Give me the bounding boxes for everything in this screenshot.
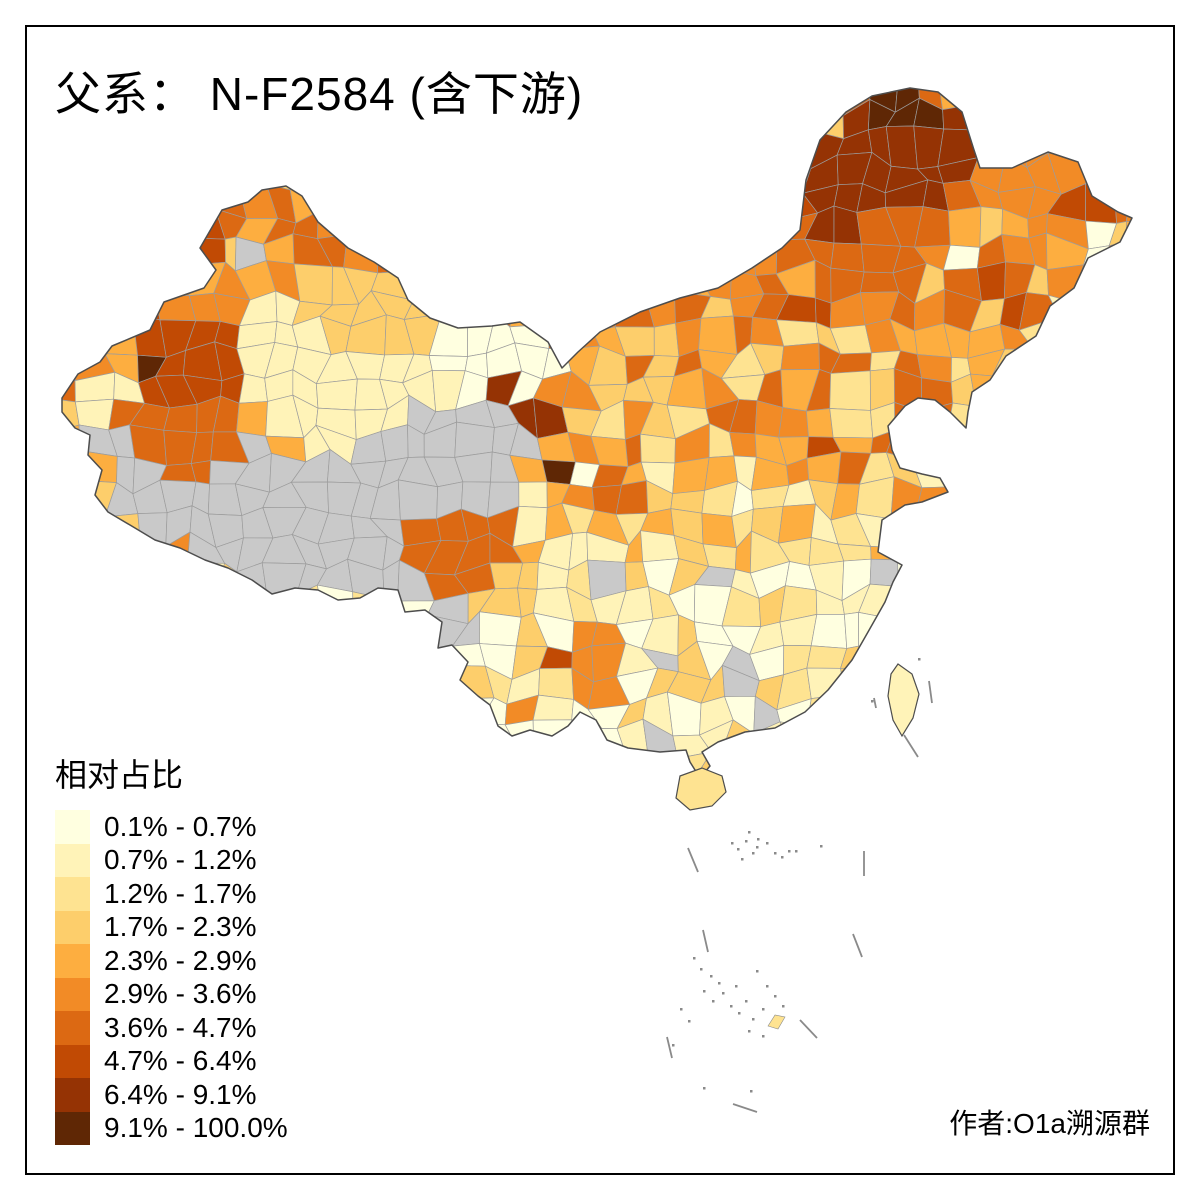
island-speck (782, 1005, 785, 1008)
legend-row: 1.2% - 1.7% (55, 877, 288, 911)
legend-swatch (55, 977, 90, 1011)
island-speck (748, 1030, 751, 1033)
sea-dash-line (873, 697, 877, 709)
china-national-border (61, 87, 1133, 779)
sea-dash-line (799, 1019, 818, 1039)
island-speck (752, 1018, 755, 1021)
island-speck (738, 1012, 741, 1015)
island-speck (737, 848, 740, 851)
legend-swatch (55, 877, 90, 911)
legend-swatch (55, 1011, 90, 1045)
island-speck (757, 838, 760, 841)
island-speck (745, 1000, 748, 1003)
legend-title: 相对占比 (55, 757, 184, 793)
legend-swatch (55, 1078, 90, 1112)
page-title: 父系： N-F2584 (含下游) (55, 68, 584, 120)
legend-row: 2.3% - 2.9% (55, 944, 288, 978)
legend-label: 9.1% - 100.0% (104, 1112, 288, 1144)
island-speck (735, 985, 738, 988)
legend-row: 9.1% - 100.0% (55, 1111, 288, 1145)
legend-label: 0.7% - 1.2% (104, 844, 257, 876)
island-speck (745, 840, 748, 843)
island-speck (710, 975, 713, 978)
island-speck (741, 858, 744, 861)
sea-dash-line (702, 929, 709, 953)
legend-label: 4.7% - 6.4% (104, 1045, 257, 1077)
legend-label: 0.1% - 0.7% (104, 810, 257, 842)
figure-frame (25, 25, 1175, 1175)
taiwan-island (887, 663, 920, 738)
small-island (767, 1014, 786, 1030)
legend-row: 0.7% - 1.2% (55, 843, 288, 877)
island-speck (762, 1008, 765, 1011)
legend-row: 0.1% - 0.7% (55, 810, 288, 844)
island-speck (820, 845, 823, 848)
island-speck (688, 1020, 691, 1023)
island-speck (731, 842, 734, 845)
legend-swatch (55, 910, 90, 944)
island-speck (774, 852, 777, 855)
island-speck (871, 700, 874, 703)
legend-swatch (55, 810, 90, 844)
sea-dash-line (928, 680, 933, 704)
island-speck (762, 1035, 765, 1038)
legend-label: 2.3% - 2.9% (104, 944, 257, 976)
island-speck (766, 842, 769, 845)
island-speck (700, 968, 703, 971)
legend-swatch (55, 1044, 90, 1078)
island-speck (703, 990, 706, 993)
island-speck (703, 1087, 706, 1090)
island-speck (712, 1000, 715, 1003)
legend-swatch (55, 944, 90, 978)
author-credit: 作者:O1a溯源群 (949, 1108, 1150, 1139)
island-speck (918, 658, 921, 661)
legend-swatch (55, 1111, 90, 1145)
island-speck (722, 992, 725, 995)
legend-swatch (55, 843, 90, 877)
sea-dash-line (903, 734, 919, 758)
island-speck (672, 1044, 675, 1047)
island-speck (750, 1090, 753, 1093)
legend-label: 1.2% - 1.7% (104, 877, 257, 909)
island-speck (795, 850, 798, 853)
island-speck (680, 1008, 683, 1011)
island-speck (774, 995, 777, 998)
hainan-island (675, 767, 727, 811)
legend-row: 2.9% - 3.6% (55, 977, 288, 1011)
island-speck (756, 970, 759, 973)
legend-rows: 0.1% - 0.7% 0.7% - 1.2% 1.2% - 1.7% 1.7% - … (55, 810, 288, 1145)
sea-dash-line (852, 933, 863, 958)
island-speck (748, 831, 751, 834)
legend: 相对占比 0.1% - 0.7% 0.7% - 1.2% 1.2% - 1.7% 1.… (55, 750, 288, 1145)
legend-label: 3.6% - 4.7% (104, 1011, 257, 1043)
island-speck (756, 846, 759, 849)
legend-row: 4.7% - 6.4% (55, 1044, 288, 1078)
sea-dash-line (666, 1036, 673, 1059)
island-speck (788, 850, 791, 853)
legend-row: 3.6% - 4.7% (55, 1011, 288, 1045)
legend-label: 1.7% - 2.3% (104, 911, 257, 943)
island-speck (693, 957, 696, 960)
legend-label: 2.9% - 3.6% (104, 978, 257, 1010)
island-speck (730, 1005, 733, 1008)
legend-row: 1.7% - 2.3% (55, 910, 288, 944)
sea-dash-line (732, 1103, 758, 1113)
legend-label: 6.4% - 9.1% (104, 1078, 257, 1110)
sea-dash-line (687, 847, 699, 873)
island-speck (718, 982, 721, 985)
south-china-sea-features (666, 658, 933, 1113)
legend-row: 6.4% - 9.1% (55, 1078, 288, 1112)
island-speck (781, 856, 784, 859)
island-speck (766, 985, 769, 988)
island-speck (752, 852, 755, 855)
